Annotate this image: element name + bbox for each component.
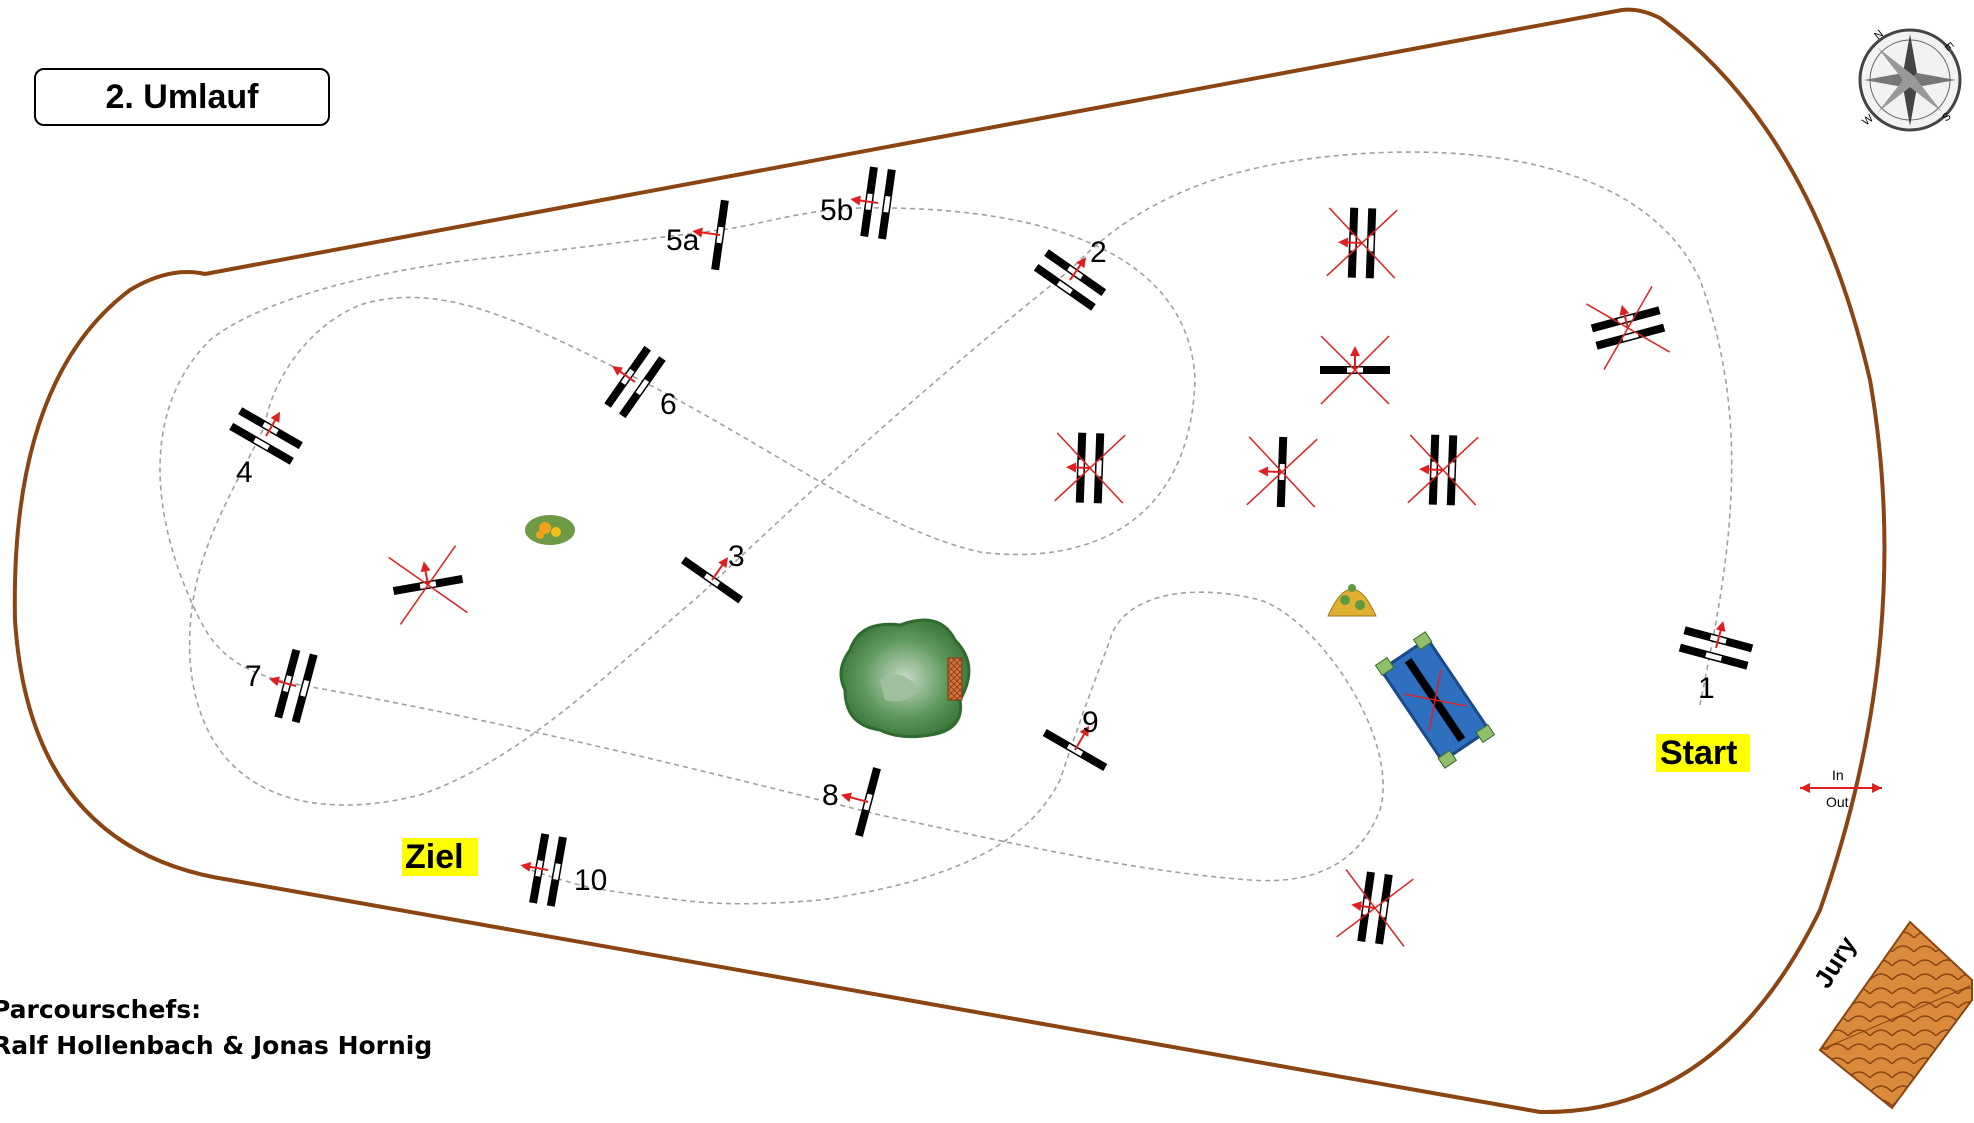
- gate-out-label: Out: [1826, 794, 1849, 810]
- course-designers: Parcourschefs: Ralf Hollenbach & Jonas H…: [0, 992, 432, 1064]
- tree-group: [839, 618, 971, 739]
- obstacle-7: [268, 648, 318, 724]
- entrance-gate: In Out: [1800, 767, 1882, 810]
- obstacle-label-5b: 5b: [820, 194, 853, 227]
- compass-rose: N E S W: [1858, 28, 1962, 132]
- arena-boundary: [12, 7, 1887, 1115]
- start-label: Start: [1660, 734, 1737, 772]
- unused-obstacle-6: [1407, 434, 1479, 506]
- finish-label: Ziel: [405, 838, 464, 876]
- compass-s: S: [1940, 110, 1953, 124]
- water-jump: [1374, 631, 1496, 769]
- obstacle-label-6: 6: [660, 388, 677, 421]
- obstacle-label-1: 1: [1698, 672, 1715, 705]
- obstacle-1: [1678, 620, 1754, 670]
- obstacle-4: [229, 407, 303, 465]
- unused-obstacle-2: [1585, 285, 1671, 371]
- bush-small: [525, 515, 575, 545]
- course-line: [159, 151, 1733, 905]
- gate-in-label: In: [1832, 767, 1844, 783]
- obstacle-5a: [692, 199, 729, 271]
- obstacle-label-2: 2: [1090, 236, 1107, 269]
- obstacle-5b: [850, 166, 896, 240]
- unused-obstacle-3: [1320, 335, 1390, 405]
- unused-obstacle-5: [1246, 436, 1318, 508]
- unused-obstacle-1: [1326, 207, 1398, 279]
- round-title: 2. Umlauf: [34, 68, 330, 126]
- obstacle-2: [1033, 249, 1107, 311]
- obstacle-label-7: 7: [245, 660, 262, 693]
- unused-obstacle-8: [1336, 869, 1414, 947]
- obstacle-label-9: 9: [1082, 706, 1099, 739]
- obstacle-label-10: 10: [574, 864, 607, 897]
- obstacle-label-8: 8: [822, 779, 839, 812]
- obstacle-label-3: 3: [728, 540, 745, 573]
- flower-mound: [1327, 584, 1377, 617]
- obstacle-10: [520, 833, 567, 907]
- obstacle-8: [840, 767, 881, 837]
- obstacle-3: [681, 556, 743, 604]
- credits-names: Ralf Hollenbach & Jonas Hornig: [0, 1031, 433, 1060]
- jury-building: Jury: [1808, 920, 1973, 1110]
- obstacle-label-4: 4: [236, 456, 253, 489]
- finish-marker: Ziel: [402, 838, 478, 876]
- unused-obstacle-4: [1054, 432, 1126, 504]
- obstacle-9: [1042, 725, 1108, 771]
- credits-heading: Parcourschefs:: [0, 995, 202, 1024]
- obstacle-6: [604, 345, 666, 419]
- jury-label: Jury: [1808, 930, 1863, 993]
- start-marker: Start: [1656, 734, 1750, 772]
- obstacle-label-5a: 5a: [666, 224, 700, 257]
- unused-obstacle-7: [388, 545, 468, 625]
- round-title-text: 2. Umlauf: [105, 77, 259, 116]
